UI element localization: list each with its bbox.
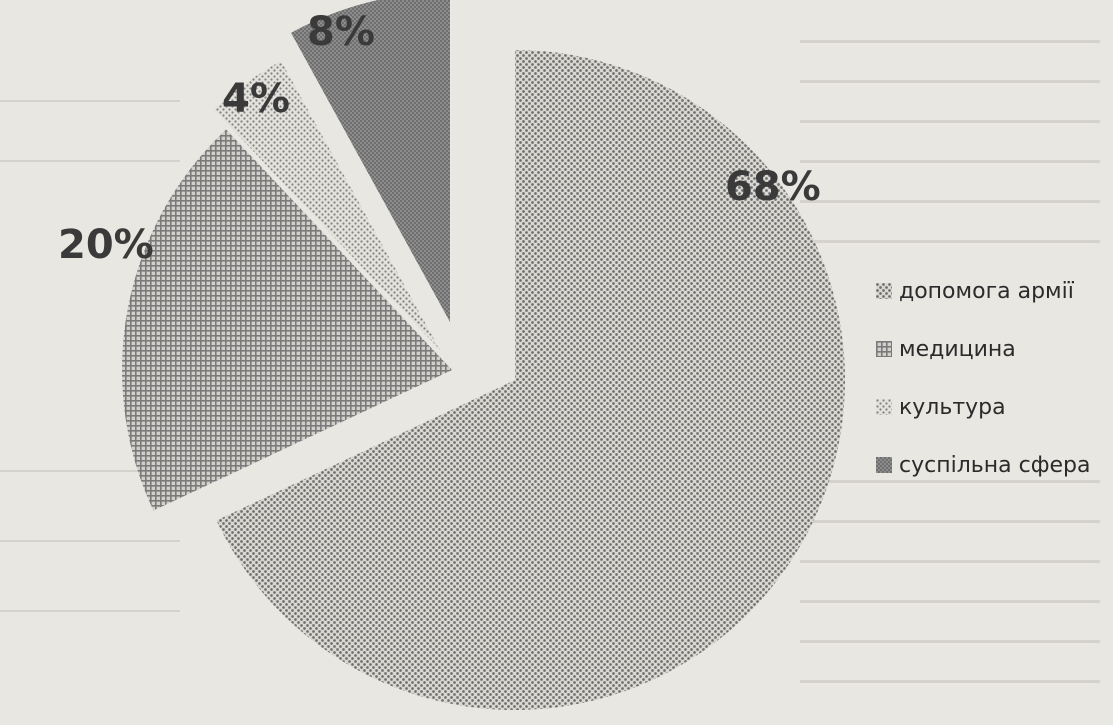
slice-social-sphere <box>291 0 450 322</box>
legend-item-army-help: допомога армії <box>876 276 1113 306</box>
pie-data-labels: 68% 20% 4% 8% <box>58 9 821 268</box>
pie-slices <box>122 0 845 711</box>
slice-medicine <box>122 129 453 511</box>
chart-legend: допомога армії медицина культура суспільна … <box>876 276 1113 508</box>
legend-item-medicine: медицина <box>876 334 1113 364</box>
legend-label: допомога армії <box>899 278 1074 304</box>
label-culture: 4% <box>222 76 290 122</box>
label-medicine: 20% <box>58 222 154 268</box>
legend-label: культура <box>899 394 1006 420</box>
legend-swatch <box>876 341 892 357</box>
legend-item-social-sphere: суспільна сфера <box>876 450 1113 480</box>
legend-label: медицина <box>899 336 1016 362</box>
legend-swatch <box>876 283 892 299</box>
legend-label: суспільна сфера <box>899 452 1091 478</box>
slice-culture <box>214 60 440 351</box>
legend-swatch <box>876 399 892 415</box>
label-army-help: 68% <box>725 164 821 210</box>
legend-swatch <box>876 457 892 473</box>
label-social-sphere: 8% <box>307 9 375 55</box>
legend-item-culture: культура <box>876 392 1113 422</box>
slice-army-help <box>216 50 845 711</box>
